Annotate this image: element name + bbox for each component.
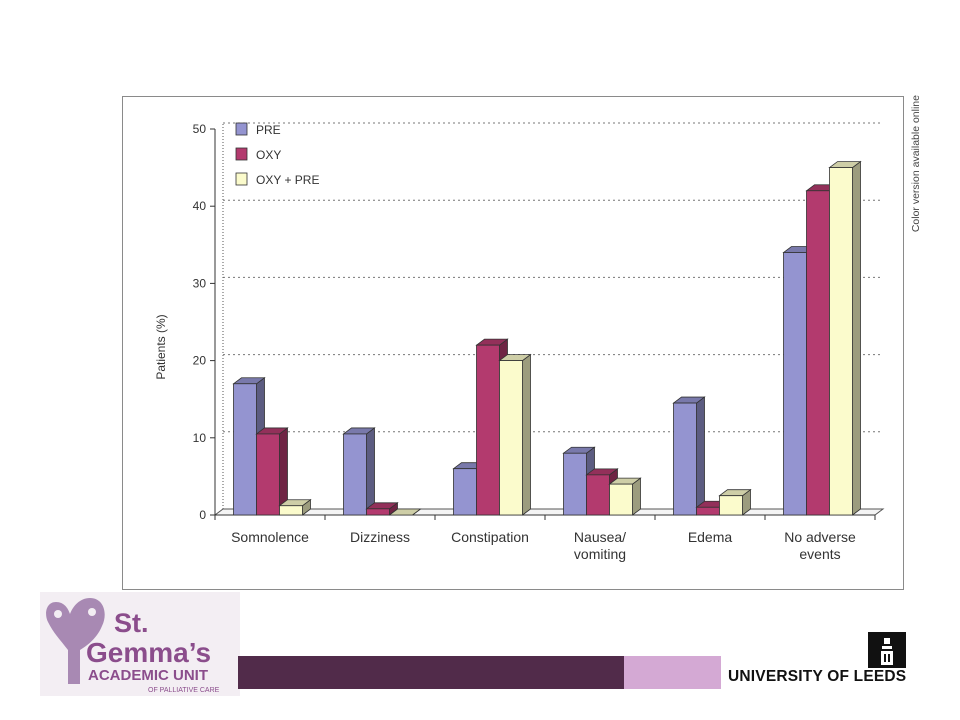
bar-front [609, 483, 633, 516]
axis-layer: 0 10 20 30 40 50 Somnolence Dizziness Constipati… [193, 122, 876, 562]
y-tick-label: 0 [199, 508, 206, 522]
bar-front [453, 468, 477, 516]
bar [388, 508, 422, 516]
bar [828, 160, 862, 516]
legend-label: OXY + PRE [256, 173, 319, 187]
legend-label: PRE [256, 123, 281, 137]
bar [255, 427, 289, 516]
footer-band-dark [238, 656, 624, 689]
bar [718, 488, 752, 516]
legend-swatch [235, 172, 248, 186]
y-tick-label: 20 [193, 354, 207, 368]
bar-front [256, 433, 280, 516]
tree-heart-icon [46, 598, 105, 684]
x-tick-label: Dizziness [350, 529, 410, 545]
bar-front [233, 383, 257, 516]
bar-front [343, 433, 367, 516]
legend-swatch [235, 147, 248, 161]
bar-chart: 0 10 20 30 40 50 Somnolence Dizziness Constipati… [154, 122, 885, 562]
x-tick-label: Nausea/vomiting [574, 529, 626, 562]
bar [365, 502, 399, 516]
bar [278, 498, 312, 516]
x-tick-label: Edema [688, 529, 733, 545]
logo-line-3: ACADEMIC UNIT [88, 667, 208, 684]
bar-front [806, 190, 830, 516]
bar [608, 477, 642, 516]
footer-band-light [624, 656, 721, 689]
parkinson-tower-icon [868, 632, 906, 668]
y-tick-label: 40 [193, 199, 207, 213]
color-version-note: Color version available online [910, 95, 922, 232]
university-name: UNIVERSITY OF LEEDS [728, 668, 907, 685]
bar [672, 396, 706, 516]
y-axis-label: Patients (%) [154, 314, 168, 379]
bar-front [563, 452, 587, 516]
bar-side [852, 160, 861, 516]
bar-side [366, 427, 375, 516]
bar-front [476, 344, 500, 516]
bar-front [279, 505, 303, 516]
bar-top [388, 508, 422, 516]
legend-swatch [235, 122, 248, 136]
x-tick-label: Constipation [451, 529, 529, 545]
bar [498, 353, 532, 516]
logo-line-1: St. [114, 608, 149, 638]
y-tick-label: 10 [193, 431, 207, 445]
bar-front [783, 252, 807, 516]
bar-front [829, 167, 853, 516]
bars-layer [232, 160, 862, 516]
bar [342, 427, 376, 516]
st-gemmas-logo: St. Gemma’s ACADEMIC UNIT OF PALLIATIVE … [40, 592, 240, 696]
bar-front [673, 402, 697, 516]
bar-front [499, 360, 523, 516]
chart-floor [213, 508, 885, 516]
x-tick-label: Somnolence [231, 529, 309, 545]
bar-side [696, 396, 705, 516]
university-crest [868, 632, 906, 668]
bar-front [366, 508, 390, 516]
y-tick-label: 50 [193, 122, 207, 136]
y-tick-label: 30 [193, 276, 207, 290]
bar-side [522, 353, 531, 516]
logo-line-4: OF PALLIATIVE CARE [148, 687, 220, 694]
legend-label: OXY [256, 148, 281, 162]
bar-front [586, 474, 610, 516]
side-note: Color version available online [910, 95, 922, 232]
chart-frame: 0 10 20 30 40 50 Somnolence Dizziness Constipati… [122, 96, 904, 590]
bar-front [719, 495, 743, 516]
x-tick-label: No adverse events [784, 529, 856, 562]
logo-line-2: Gemma’s [86, 637, 211, 668]
bar-front [696, 506, 720, 516]
legend: PRE OXY OXY + PRE [235, 122, 319, 187]
